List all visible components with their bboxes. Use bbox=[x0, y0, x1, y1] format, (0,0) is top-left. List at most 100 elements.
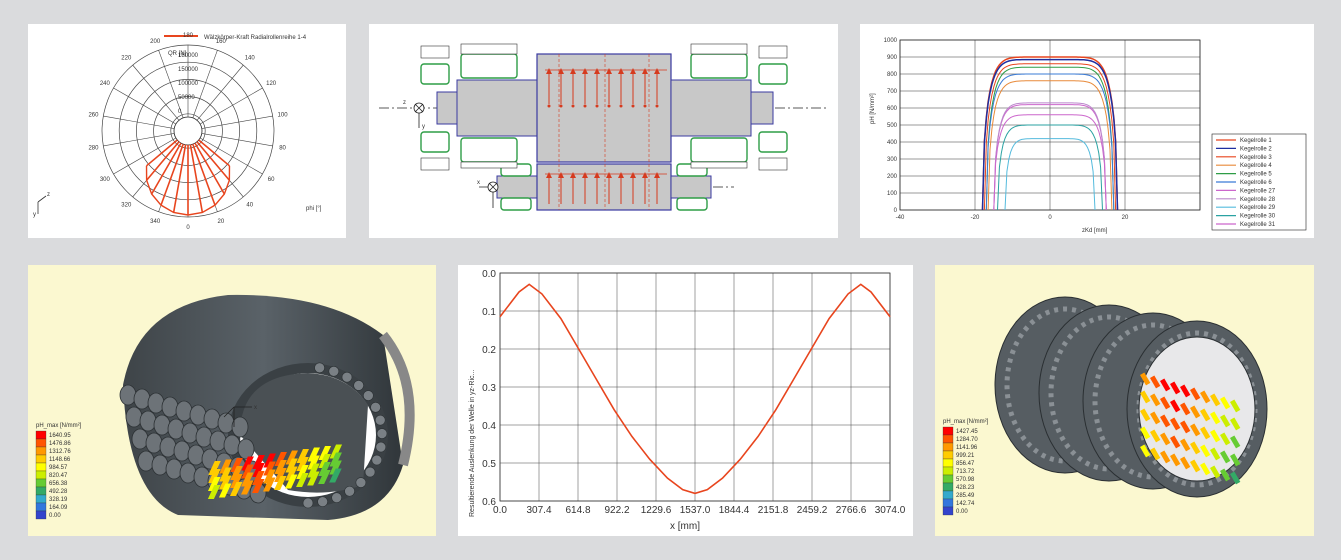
deflection-series bbox=[499, 283, 891, 495]
inner-roller bbox=[364, 466, 376, 478]
loaded-roller-right bbox=[1170, 435, 1181, 449]
force-arrowhead bbox=[594, 68, 600, 74]
scale-swatch bbox=[35, 446, 47, 456]
roller bbox=[237, 438, 255, 460]
scale-swatch bbox=[942, 426, 954, 436]
roller bbox=[125, 406, 143, 428]
force-arrowhead bbox=[606, 68, 612, 74]
roller bbox=[159, 436, 177, 458]
roller bbox=[203, 408, 221, 430]
deflection-xlabel: x [mm] bbox=[670, 521, 700, 532]
loaded-roller-right bbox=[1170, 381, 1181, 395]
inner-roller bbox=[302, 497, 314, 509]
polar-angle-label: 60 bbox=[268, 177, 275, 183]
roller bbox=[209, 430, 227, 452]
scale-value: 428.23 bbox=[956, 485, 975, 491]
loaded-roller-right bbox=[1200, 426, 1211, 440]
loaded-roller-right bbox=[1210, 393, 1221, 407]
polar-spoke bbox=[113, 137, 177, 175]
polar-spoke bbox=[192, 50, 218, 118]
pressure-curve bbox=[993, 102, 1107, 211]
polar-spoke bbox=[132, 64, 180, 121]
loaded-roller bbox=[274, 460, 287, 474]
pressure-curve bbox=[993, 104, 1107, 211]
polar-angle-label: 240 bbox=[100, 81, 111, 87]
pressure-ytick: 800 bbox=[887, 72, 898, 78]
polar-angle-label: 160 bbox=[216, 39, 227, 45]
loaded-roller bbox=[296, 473, 309, 487]
pressure-curve bbox=[985, 73, 1115, 211]
loaded-roller-right bbox=[1210, 447, 1221, 461]
inner-roller bbox=[341, 371, 353, 383]
bearing-edge bbox=[379, 331, 415, 467]
loaded-roller bbox=[241, 456, 254, 471]
deflection-grid bbox=[499, 272, 891, 502]
loaded-roller-right bbox=[1160, 396, 1171, 410]
pressure-legend-item: Kegelrolle 2 bbox=[1240, 146, 1272, 152]
pressure-curve bbox=[981, 58, 1119, 211]
polar-spoke bbox=[103, 133, 175, 147]
left-scale-title: pH_max [N/mm²] bbox=[36, 423, 82, 429]
scale-value: 1427.45 bbox=[956, 429, 978, 435]
shaft-z-label: z bbox=[403, 100, 406, 106]
polar-axis-label: phi [°] bbox=[306, 206, 322, 212]
shaft-diagram-panel: z y x bbox=[369, 24, 838, 238]
force-arrowhead bbox=[642, 68, 648, 74]
pressure-legend-item: Kegelrolle 30 bbox=[1240, 214, 1276, 220]
roller bbox=[137, 450, 155, 472]
loaded-roller-right bbox=[1140, 444, 1151, 458]
loaded-roller-right bbox=[1160, 450, 1171, 464]
pinion-force-arrowhead bbox=[558, 172, 564, 178]
loaded-roller bbox=[274, 452, 287, 466]
loaded-roller bbox=[218, 483, 232, 498]
scale-swatch bbox=[942, 474, 954, 484]
scale-value: 328.19 bbox=[49, 497, 68, 503]
pressure-curve bbox=[981, 56, 1119, 211]
loaded-roller-right bbox=[1170, 417, 1181, 431]
coord-z-label: z bbox=[47, 192, 50, 198]
loaded-roller bbox=[318, 462, 331, 476]
inner-roller bbox=[363, 390, 374, 401]
loaded-roller bbox=[296, 465, 309, 479]
bearing-3d-right: pH_max [N/mm²] 1427.45 1284.70 1141.96 999.… bbox=[942, 296, 1268, 516]
inner-roller bbox=[371, 454, 383, 466]
roller bbox=[217, 412, 235, 434]
pinion-force-arrowhead bbox=[546, 172, 552, 178]
pressure-curves bbox=[981, 56, 1119, 211]
pressure-legend-item: Kegelrolle 5 bbox=[1240, 172, 1272, 178]
loaded-roller-right bbox=[1180, 384, 1191, 398]
bearing-ring-stack bbox=[994, 296, 1268, 498]
loaded-roller bbox=[318, 470, 331, 484]
roller bbox=[147, 392, 165, 414]
loaded-roller bbox=[285, 458, 298, 473]
force-point bbox=[583, 104, 587, 108]
polar-angle-label: 200 bbox=[150, 39, 161, 45]
loaded-roller-right bbox=[1160, 414, 1171, 428]
pressure-ytick: 900 bbox=[887, 55, 898, 61]
polar-radial-tick: 100000 bbox=[178, 81, 199, 87]
deflection-ytick: 0.6 bbox=[482, 497, 496, 508]
pressure-chart: pH [N/mm²] zKd [mm] 10009008007006005004… bbox=[870, 38, 1307, 234]
rolling-elements-right bbox=[1140, 372, 1241, 485]
force-arrowhead bbox=[618, 68, 624, 74]
polar-angle-label: 20 bbox=[217, 219, 224, 225]
scale-swatch bbox=[942, 450, 954, 460]
force-point bbox=[631, 104, 635, 108]
scale-value: 656.38 bbox=[49, 481, 68, 487]
force-point bbox=[607, 104, 611, 108]
loaded-roller-right bbox=[1190, 441, 1201, 455]
loaded-roller bbox=[252, 471, 265, 485]
scale-swatch bbox=[35, 510, 47, 520]
loaded-roller-right bbox=[1220, 414, 1231, 428]
pressure-curve bbox=[987, 80, 1113, 211]
force-arrows bbox=[545, 68, 667, 204]
deflection-ytick: 0.5 bbox=[482, 459, 496, 470]
roller bbox=[193, 466, 211, 488]
deflection-ytick: 0.1 bbox=[482, 307, 496, 318]
scale-swatch bbox=[35, 494, 47, 504]
scale-swatch bbox=[942, 434, 954, 444]
scale-swatch bbox=[35, 502, 47, 512]
loaded-roller-right bbox=[1140, 408, 1151, 422]
deflection-xtick: 1537.0 bbox=[680, 505, 711, 516]
